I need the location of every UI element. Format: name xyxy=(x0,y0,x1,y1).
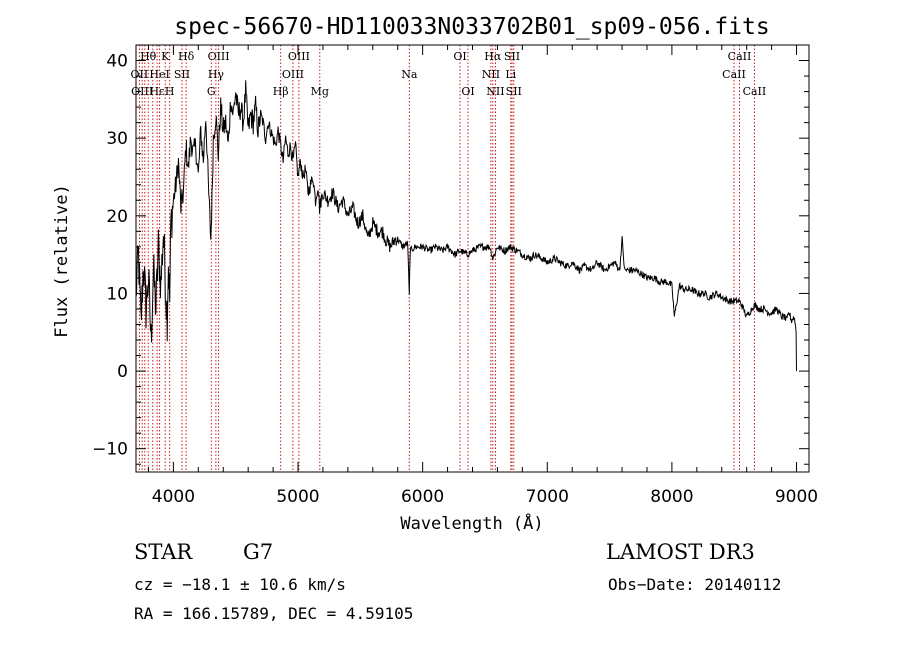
x-axis-label: Wavelength (Å) xyxy=(400,512,543,534)
axis-ticks xyxy=(136,44,809,472)
y-tick-label: 40 xyxy=(106,52,128,72)
y-tick-labels: −10 0 10 20 30 40 xyxy=(92,52,128,460)
x-tick-label: 4000 xyxy=(152,487,195,507)
y-tick-label: 30 xyxy=(106,129,128,149)
x-tick-label: 9000 xyxy=(775,487,818,507)
marker-label-row2-8: CaII xyxy=(722,68,746,81)
marker-label-row2-3: Hγ xyxy=(208,68,225,81)
survey-name: LAMOST DR3 xyxy=(606,540,755,564)
marker-label-row1-4: OIII xyxy=(288,50,310,63)
marker-label-row3-7: NII xyxy=(486,85,504,98)
marker-label-row1-0: Hθ xyxy=(140,50,157,63)
y-tick-label: 10 xyxy=(106,284,128,304)
x-tick-labels: 4000 5000 6000 7000 8000 9000 xyxy=(152,487,818,507)
spectral-subclass: G7 xyxy=(243,540,273,564)
spectrum-series xyxy=(135,80,797,372)
marker-label-row1-8: CaII xyxy=(728,50,752,63)
marker-label-row3-2: H xyxy=(165,85,175,98)
marker-label-row3-8: SII xyxy=(506,85,522,98)
chart-title: spec-56670-HD110033N033702B01_sp09-056.f… xyxy=(174,14,769,40)
marker-label-row3-3: G xyxy=(207,85,216,98)
observation-date: Obs−Date: 20140112 xyxy=(608,575,781,594)
y-tick-label: −10 xyxy=(92,440,128,460)
redshift-velocity: cz = −18.1 ± 10.6 km/s xyxy=(134,575,346,594)
marker-label-row2-4: OIII xyxy=(282,68,304,81)
marker-label-row2-5: Na xyxy=(401,68,418,81)
marker-label-row2-0: OII xyxy=(131,68,149,81)
marker-label-row1-5: OI xyxy=(453,50,466,63)
y-axis-label: Flux (relative) xyxy=(52,184,72,338)
x-tick-label: 5000 xyxy=(276,487,319,507)
y-tick-label: 20 xyxy=(106,207,128,227)
marker-label-row3-5: Mg xyxy=(311,85,329,98)
marker-label-row3-0: OIII xyxy=(131,85,153,98)
marker-label-row3-9: CaII xyxy=(743,85,767,98)
coordinates: RA = 166.15789, DEC = 4.59105 xyxy=(134,604,413,623)
y-tick-label: 0 xyxy=(117,362,128,382)
object-type: STAR xyxy=(134,540,193,564)
marker-label-row3-6: OI xyxy=(461,85,474,98)
marker-label-row1-7: SII xyxy=(504,50,520,63)
marker-label-row2-7: Li xyxy=(505,68,516,81)
marker-label-row3-1: Hε xyxy=(149,85,165,98)
x-tick-label: 8000 xyxy=(650,487,693,507)
marker-label-row2-2: SII xyxy=(174,68,190,81)
marker-label-row3-4: Hβ xyxy=(273,85,289,98)
x-tick-label: 7000 xyxy=(526,487,569,507)
plot-frame xyxy=(135,44,810,473)
marker-label-row1-3: OIII xyxy=(208,50,230,63)
marker-label-row2-6: NII xyxy=(482,68,500,81)
marker-label-row1-1: K xyxy=(161,50,170,63)
spectrum-line xyxy=(135,80,797,372)
x-tick-label: 6000 xyxy=(401,487,444,507)
marker-label-row1-6: Hα xyxy=(484,50,502,63)
marker-label-row2-1: HeI xyxy=(149,68,169,81)
marker-label-row1-2: Hδ xyxy=(178,50,195,63)
